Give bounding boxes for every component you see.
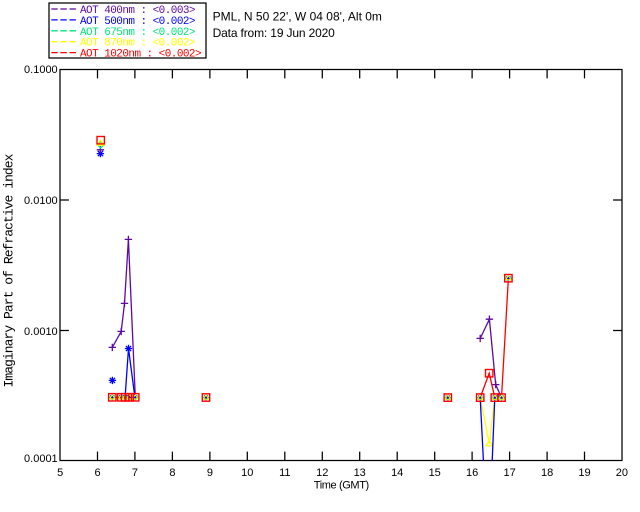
svg-text:12: 12 (316, 467, 328, 479)
svg-text:19: 19 (578, 467, 590, 479)
svg-text:0.0001: 0.0001 (24, 453, 58, 465)
svg-text:PML, N 50 22', W 04 08', Alt 0: PML, N 50 22', W 04 08', Alt 0m (213, 10, 382, 24)
svg-text:Imaginary Part of Refractive i: Imaginary Part of Refractive index (2, 153, 17, 387)
svg-text:17: 17 (503, 467, 515, 479)
svg-text:20: 20 (616, 467, 628, 479)
svg-text:6: 6 (94, 467, 100, 479)
svg-text:8: 8 (169, 467, 175, 479)
svg-text:13: 13 (354, 467, 366, 479)
svg-text:AOT 500nm : <0.002>: AOT 500nm : <0.002> (80, 16, 195, 28)
svg-text:16: 16 (466, 467, 478, 479)
svg-text:9: 9 (207, 467, 213, 479)
svg-text:AOT 870nm : <0.002>: AOT 870nm : <0.002> (80, 38, 195, 50)
svg-text:15: 15 (429, 467, 441, 479)
svg-text:0.0010: 0.0010 (24, 326, 58, 338)
svg-text:AOT 400nm : <0.003>: AOT 400nm : <0.003> (80, 5, 195, 17)
svg-text:Data from: 19 Jun 2020: Data from: 19 Jun 2020 (213, 26, 336, 40)
svg-text:10: 10 (241, 467, 253, 479)
svg-text:14: 14 (391, 467, 403, 479)
svg-text:AOT 675nm : <0.002>: AOT 675nm : <0.002> (80, 27, 195, 39)
svg-text:18: 18 (541, 467, 553, 479)
svg-text:0.0100: 0.0100 (24, 195, 58, 207)
svg-text:7: 7 (132, 467, 138, 479)
svg-text:0.1000: 0.1000 (24, 64, 58, 76)
svg-text:AOT 1020nm : <0.002>: AOT 1020nm : <0.002> (80, 49, 201, 61)
svg-text:11: 11 (279, 467, 290, 479)
svg-text:Time (GMT): Time (GMT) (314, 480, 369, 492)
svg-text:5: 5 (57, 467, 63, 479)
